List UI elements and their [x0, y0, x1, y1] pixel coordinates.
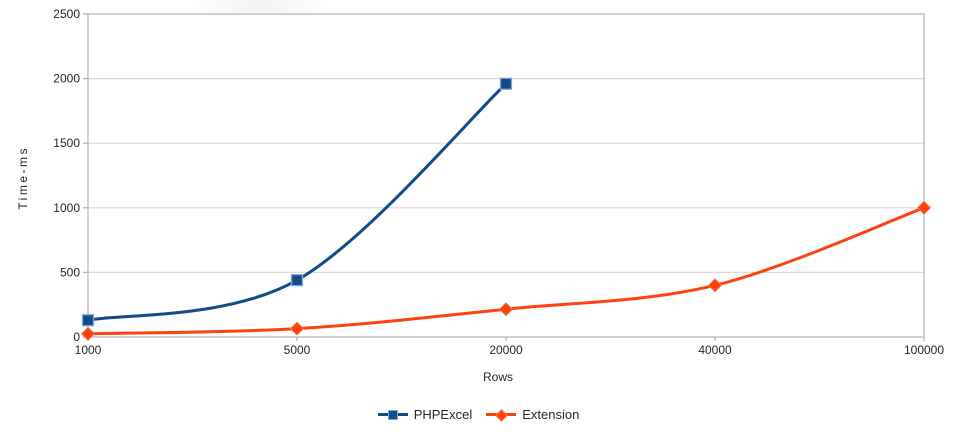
legend-item-phpexcel: PHPExcel — [377, 407, 473, 422]
x-tick-label: 5000 — [284, 343, 311, 357]
y-axis-title: Time-ms — [16, 146, 30, 210]
y-tick-label: 2500 — [53, 7, 80, 21]
marker-diamond-extension — [707, 278, 723, 293]
marker-diamond-extension — [289, 321, 305, 336]
x-tick-label: 100000 — [904, 343, 944, 357]
y-tick-label: 1000 — [53, 201, 80, 215]
legend-line-sample — [377, 408, 408, 421]
legend: PHPExcel Extension — [0, 407, 957, 422]
marker-diamond-extension — [80, 326, 96, 341]
legend-line-sample — [486, 408, 517, 422]
legend-square-icon — [387, 410, 398, 420]
legend-item-extension: Extension — [486, 407, 579, 422]
x-tick-label: 20000 — [489, 343, 523, 357]
y-tick-label: 500 — [60, 265, 80, 279]
y-tick-label: 1500 — [53, 136, 80, 150]
x-axis-title: Rows — [482, 370, 513, 384]
legend-label: Extension — [522, 407, 580, 422]
marker-square-phpexcel — [499, 77, 513, 90]
legend-label: PHPExcel — [413, 407, 473, 422]
x-tick-label: 40000 — [698, 343, 732, 357]
marker-square-phpexcel — [290, 274, 304, 287]
legend-diamond-icon — [495, 409, 509, 422]
marker-square-phpexcel — [81, 314, 95, 327]
y-tick-label: 0 — [73, 330, 80, 344]
marker-diamond-extension — [498, 302, 514, 317]
plot-border — [87, 13, 925, 338]
y-tick-label: 2000 — [53, 72, 80, 86]
marker-diamond-extension — [916, 200, 932, 215]
x-tick-label: 1000 — [75, 343, 102, 357]
